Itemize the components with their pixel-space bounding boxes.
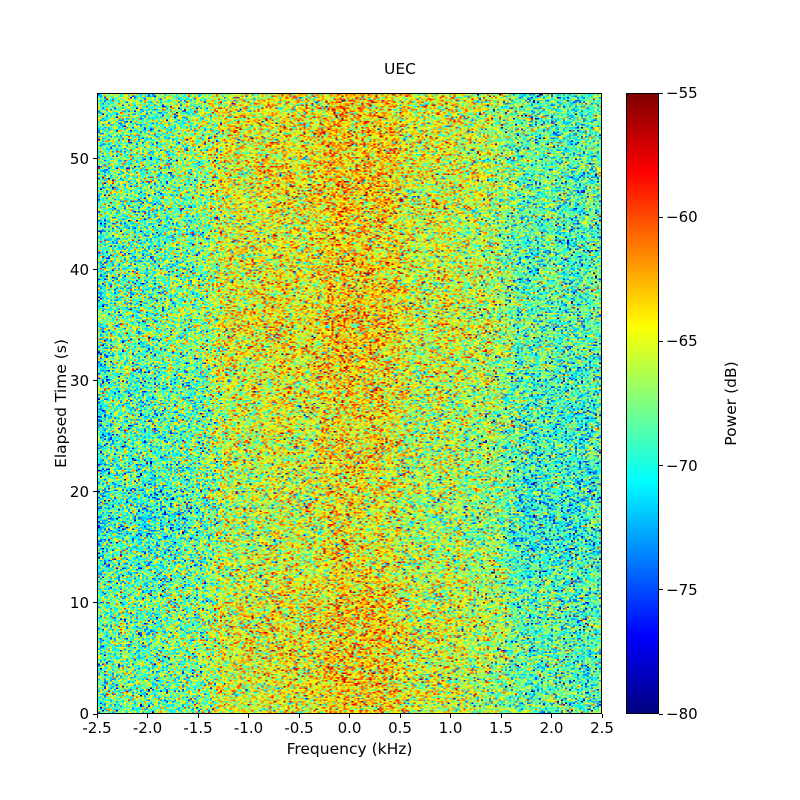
y-tick-mark bbox=[93, 158, 97, 160]
x-tick-label: 2.0 bbox=[539, 719, 564, 737]
colorbar-tick-label: −75 bbox=[666, 580, 698, 599]
x-tick-label: -0.5 bbox=[284, 719, 314, 737]
colorbar-tick-mark bbox=[659, 589, 663, 591]
x-axis-label: Frequency (kHz) bbox=[286, 740, 413, 758]
y-tick-mark bbox=[93, 269, 97, 271]
colorbar-tick-label: −55 bbox=[666, 84, 698, 102]
x-tick-label: -1.0 bbox=[233, 719, 264, 737]
colorbar-tick-label: −70 bbox=[666, 456, 698, 475]
y-tick-label: 0 bbox=[79, 705, 89, 723]
x-tick-mark bbox=[399, 714, 401, 718]
x-tick-label: 2.5 bbox=[590, 719, 614, 737]
x-tick-mark bbox=[500, 714, 502, 718]
colorbar-tick-label: −80 bbox=[666, 705, 698, 723]
spectrogram-image bbox=[98, 94, 601, 713]
colorbar-tick-mark bbox=[659, 713, 663, 715]
y-tick-mark bbox=[93, 380, 97, 382]
x-tick-mark bbox=[197, 714, 199, 718]
x-tick-label: -2.0 bbox=[132, 719, 163, 737]
x-tick-label: 0.0 bbox=[337, 719, 362, 737]
colorbar[interactable] bbox=[626, 93, 659, 714]
x-tick-mark bbox=[248, 714, 249, 718]
title-line-station: UEC bbox=[384, 60, 416, 78]
colorbar-tick-mark bbox=[659, 465, 663, 467]
colorbar-tick-mark bbox=[659, 216, 663, 218]
colorbar-tick-label: −65 bbox=[666, 332, 698, 351]
y-tick-label: 40 bbox=[69, 260, 89, 279]
y-tick-label: 10 bbox=[69, 593, 89, 612]
colorbar-tick-mark bbox=[659, 340, 663, 342]
x-tick-label: 0.5 bbox=[388, 719, 412, 737]
y-tick-mark bbox=[93, 602, 97, 604]
x-tick-label: 1.0 bbox=[438, 719, 463, 737]
colorbar-gradient bbox=[627, 94, 658, 713]
x-tick-label: -2.5 bbox=[82, 719, 112, 737]
x-tick-mark bbox=[551, 714, 552, 718]
y-tick-label: 20 bbox=[69, 482, 89, 501]
colorbar-tick-mark bbox=[659, 92, 663, 94]
x-tick-label: 1.5 bbox=[489, 719, 513, 737]
x-tick-mark bbox=[601, 714, 603, 718]
colorbar-label: Power (dB) bbox=[722, 361, 740, 446]
y-tick-label: 30 bbox=[69, 371, 89, 390]
x-tick-mark bbox=[298, 714, 300, 718]
colorbar-tick-label: −60 bbox=[666, 208, 698, 227]
y-tick-mark bbox=[93, 491, 97, 493]
x-tick-mark bbox=[147, 714, 148, 718]
x-tick-mark bbox=[349, 714, 350, 718]
x-tick-mark bbox=[96, 714, 98, 718]
x-tick-label: -1.5 bbox=[183, 719, 213, 737]
y-tick-label: 50 bbox=[69, 149, 89, 168]
spectrogram-plot-area[interactable] bbox=[97, 93, 602, 714]
y-axis-label: Elapsed Time (s) bbox=[52, 339, 70, 468]
x-tick-mark bbox=[450, 714, 451, 718]
y-tick-mark bbox=[93, 713, 97, 715]
